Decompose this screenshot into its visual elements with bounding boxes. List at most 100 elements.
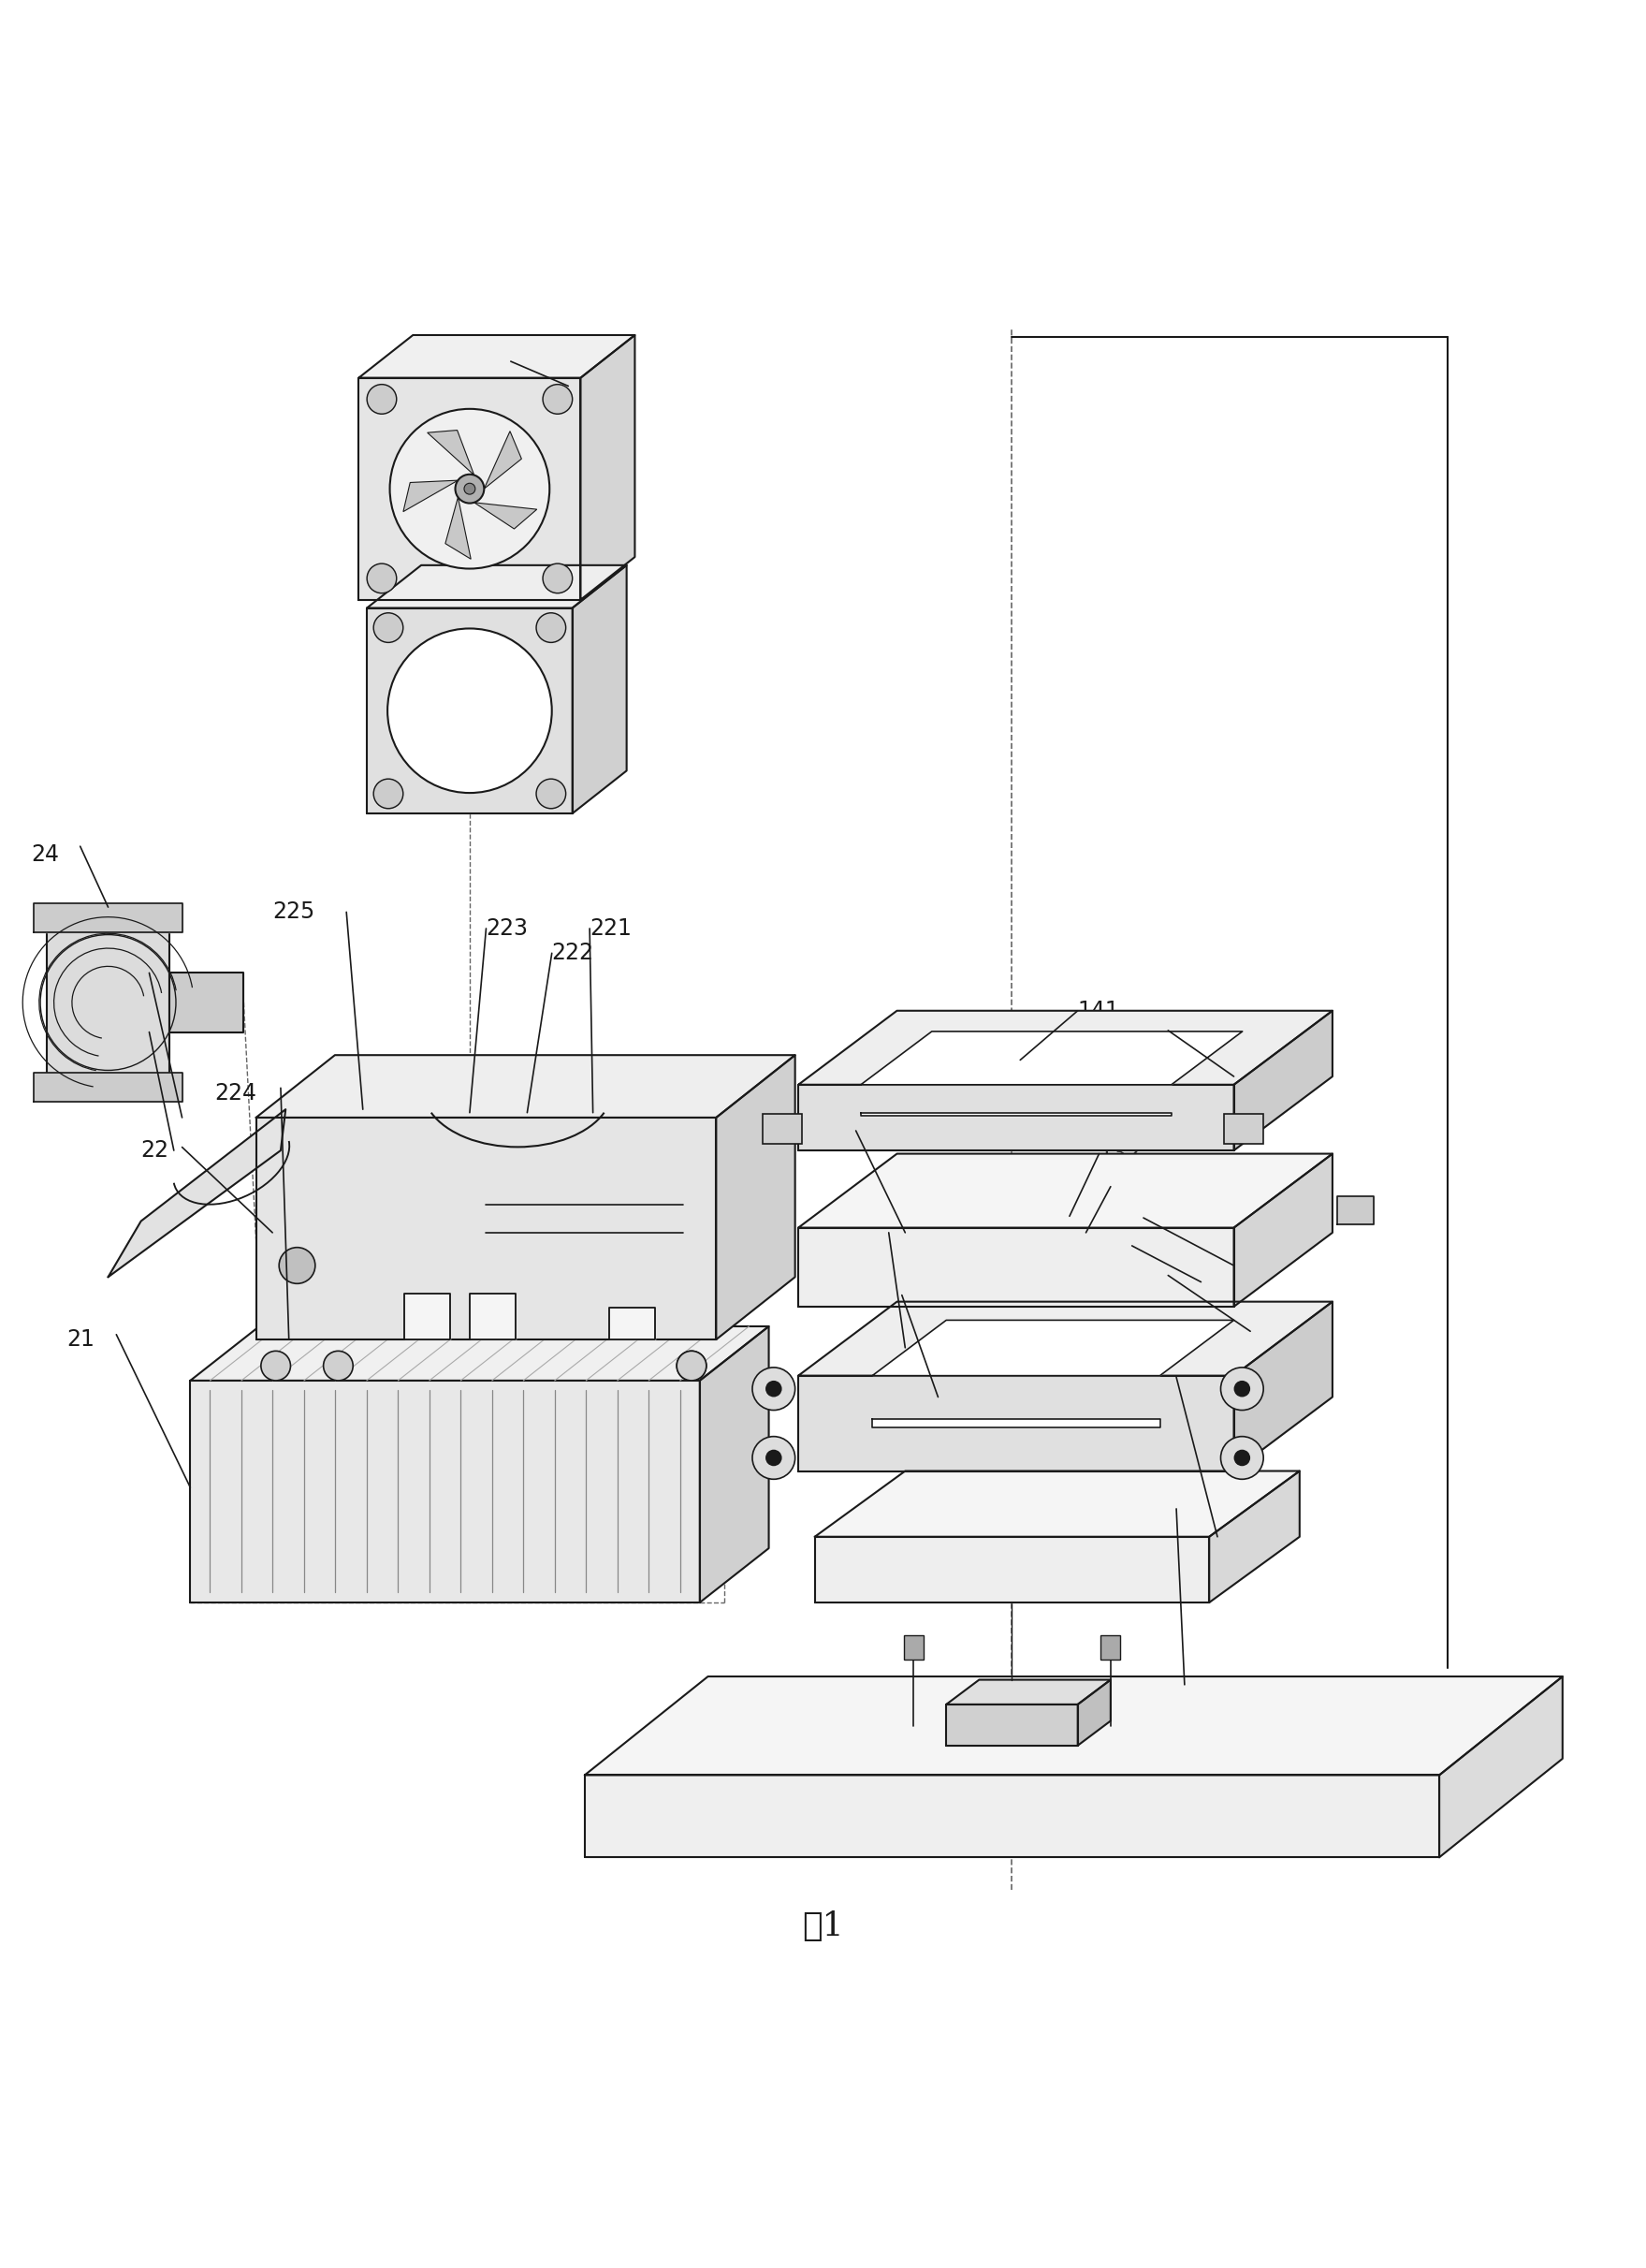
Circle shape (390, 408, 550, 569)
Polygon shape (109, 1109, 286, 1277)
Circle shape (1234, 1381, 1251, 1397)
Polygon shape (798, 1302, 1333, 1377)
Circle shape (387, 628, 551, 794)
Polygon shape (584, 1676, 1562, 1776)
Text: 131: 131 (1111, 1175, 1152, 1198)
Polygon shape (815, 1472, 1300, 1538)
Text: 124: 124 (853, 1288, 894, 1309)
Polygon shape (367, 565, 627, 608)
Text: 21: 21 (67, 1329, 95, 1352)
Polygon shape (33, 1073, 183, 1102)
Polygon shape (946, 1681, 1111, 1706)
Polygon shape (1234, 1012, 1333, 1150)
Circle shape (262, 1352, 291, 1381)
Polygon shape (798, 1084, 1234, 1150)
Bar (1101, 1635, 1121, 1660)
Polygon shape (1439, 1676, 1562, 1857)
Polygon shape (446, 497, 471, 560)
Polygon shape (1338, 1198, 1373, 1225)
Polygon shape (46, 916, 170, 1089)
Text: 图1: 图1 (802, 1910, 844, 1941)
Circle shape (1221, 1436, 1264, 1479)
Polygon shape (170, 973, 244, 1032)
Text: 24: 24 (31, 844, 59, 866)
Text: 3: 3 (1177, 1501, 1190, 1524)
Circle shape (323, 1352, 352, 1381)
Bar (1225, 1114, 1264, 1143)
Polygon shape (359, 379, 581, 599)
Text: 132: 132 (1100, 1143, 1141, 1166)
Text: 224: 224 (216, 1082, 257, 1105)
Polygon shape (798, 1154, 1333, 1227)
Circle shape (374, 778, 403, 807)
Polygon shape (573, 565, 627, 814)
Text: 227: 227 (92, 966, 133, 989)
Text: 223: 223 (486, 916, 528, 939)
Text: 22: 22 (142, 1139, 170, 1161)
Bar (762, 1114, 802, 1143)
Polygon shape (861, 1114, 1172, 1116)
Text: 225: 225 (273, 900, 314, 923)
Text: 11: 11 (1177, 1370, 1205, 1393)
Polygon shape (716, 1055, 795, 1340)
Text: 13: 13 (823, 1123, 851, 1145)
Text: 12: 12 (1169, 1268, 1197, 1290)
Text: 141: 141 (1078, 1000, 1119, 1023)
Circle shape (367, 562, 397, 594)
Circle shape (752, 1436, 795, 1479)
Circle shape (374, 612, 403, 642)
Circle shape (367, 383, 397, 415)
Polygon shape (946, 1706, 1078, 1746)
Polygon shape (33, 903, 183, 932)
Circle shape (1234, 1449, 1251, 1465)
Polygon shape (1234, 1302, 1333, 1472)
Polygon shape (191, 1327, 769, 1381)
Circle shape (280, 1247, 314, 1284)
Circle shape (677, 1352, 706, 1381)
Polygon shape (798, 1012, 1333, 1084)
Circle shape (456, 474, 484, 503)
Text: 121: 121 (1132, 1234, 1174, 1256)
Polygon shape (403, 481, 458, 513)
Polygon shape (257, 1055, 795, 1118)
Polygon shape (484, 431, 522, 490)
Polygon shape (872, 1320, 1234, 1377)
Circle shape (537, 612, 566, 642)
Polygon shape (257, 1118, 716, 1340)
Circle shape (765, 1449, 782, 1465)
Polygon shape (581, 336, 635, 599)
Bar (904, 1635, 923, 1660)
Polygon shape (872, 1420, 1160, 1427)
Circle shape (537, 778, 566, 807)
Circle shape (543, 562, 573, 594)
Polygon shape (798, 1377, 1234, 1472)
Text: 226: 226 (92, 1027, 133, 1050)
Polygon shape (584, 1776, 1439, 1857)
Polygon shape (403, 1293, 449, 1340)
Polygon shape (1210, 1472, 1300, 1603)
Polygon shape (1234, 1154, 1333, 1306)
Circle shape (543, 383, 573, 415)
Circle shape (752, 1368, 795, 1411)
Polygon shape (191, 1381, 700, 1603)
Circle shape (765, 1381, 782, 1397)
Circle shape (464, 483, 476, 494)
Polygon shape (815, 1538, 1210, 1603)
Polygon shape (798, 1227, 1234, 1306)
Text: 222: 222 (551, 941, 594, 964)
Polygon shape (1078, 1681, 1111, 1746)
Polygon shape (469, 1293, 515, 1340)
Polygon shape (474, 503, 537, 528)
Polygon shape (359, 336, 635, 379)
Polygon shape (861, 1032, 1243, 1084)
Polygon shape (428, 431, 474, 474)
Polygon shape (700, 1327, 769, 1603)
Polygon shape (367, 608, 573, 814)
Text: 23: 23 (568, 374, 596, 397)
Text: 122: 122 (1144, 1207, 1185, 1229)
Text: 221: 221 (589, 916, 632, 939)
Circle shape (677, 1352, 706, 1381)
Polygon shape (609, 1306, 655, 1340)
Circle shape (1221, 1368, 1264, 1411)
Text: 14: 14 (1169, 1018, 1197, 1041)
